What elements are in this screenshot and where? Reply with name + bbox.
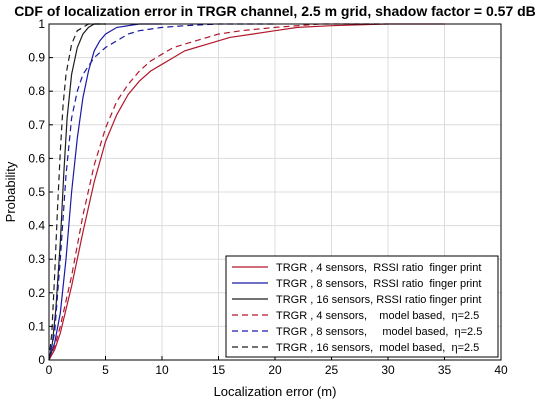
y-tick-label: 0.2 <box>28 286 45 300</box>
y-tick-label: 0.4 <box>28 219 45 233</box>
x-tick-label: 10 <box>155 363 169 377</box>
y-tick-label: 0.7 <box>28 118 45 132</box>
series-line-3 <box>48 23 106 361</box>
legend: TRGR , 4 sensors, RSSI ratio finger prin… <box>225 255 499 358</box>
x-tick-label: 40 <box>494 363 508 377</box>
legend-label-1: TRGR , 4 sensors, RSSI ratio finger prin… <box>276 262 481 274</box>
legend-label-2: TRGR , 8 sensors, RSSI ratio finger prin… <box>276 278 481 290</box>
x-tick-label: 25 <box>325 363 339 377</box>
legend-items: TRGR , 4 sensors, RSSI ratio finger prin… <box>232 262 482 354</box>
x-axis-label: Localization error (m) <box>214 384 337 399</box>
y-tick-label: 0.3 <box>28 252 45 266</box>
legend-label-6: TRGR , 16 sensors, model based, η=2.5 <box>276 342 479 354</box>
legend-label-4: TRGR , 4 sensors, model based, η=2.5 <box>276 310 479 322</box>
x-tick-label: 30 <box>381 363 395 377</box>
y-tick-label: 1 <box>38 17 45 31</box>
x-tick-label: 0 <box>46 363 53 377</box>
series-line-4 <box>48 23 388 361</box>
series-line-6 <box>48 23 106 361</box>
tick-layer: 0 5 10 15 20 25 30 35 40 0 0.1 0.2 0.3 0.4 0.5 0.6 0.7 0.… <box>28 17 508 377</box>
y-tick-label: 0.8 <box>28 84 45 98</box>
series-line-2 <box>48 23 162 361</box>
legend-label-3: TRGR , 16 sensors, RSSI ratio finger pri… <box>276 294 481 306</box>
y-tick-label: 0.9 <box>28 51 45 65</box>
x-tick-label: 15 <box>212 363 226 377</box>
y-axis-label: Probability <box>3 161 18 222</box>
chart-title: CDF of localization error in TRGR channe… <box>14 3 536 19</box>
series-layer <box>48 23 445 361</box>
legend-box <box>225 255 499 358</box>
y-tick-label: 0.6 <box>28 151 45 165</box>
series-line-1 <box>48 23 445 361</box>
series-line-5 <box>48 23 275 361</box>
x-tick-label: 5 <box>102 363 109 377</box>
x-tick-label: 35 <box>438 363 452 377</box>
y-tick-label: 0.1 <box>28 319 45 333</box>
x-tick-label: 20 <box>268 363 282 377</box>
legend-label-5: TRGR , 8 sensors, model based, η=2.5 <box>276 326 482 338</box>
y-tick-label: 0.5 <box>28 185 45 199</box>
y-tick-label: 0 <box>38 353 45 367</box>
